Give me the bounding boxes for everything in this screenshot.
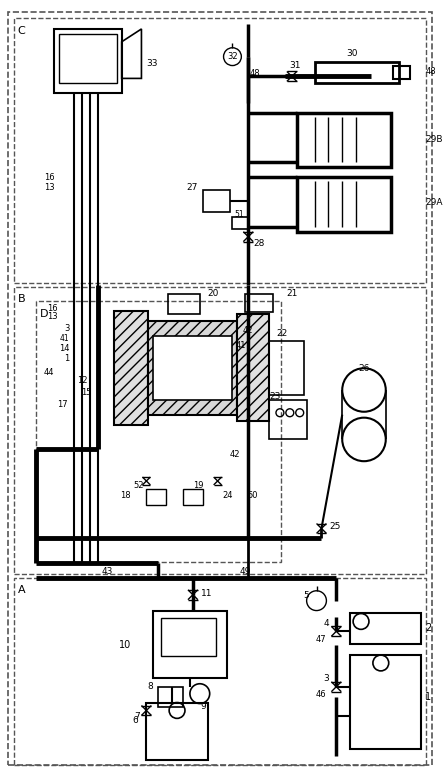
Text: 16: 16	[44, 172, 54, 182]
Text: 52: 52	[133, 482, 143, 490]
Text: 16: 16	[47, 305, 57, 313]
Text: 42: 42	[243, 326, 253, 335]
Bar	[36, 301, 281, 562]
Bar	[14, 18, 426, 283]
Text: 1: 1	[64, 354, 69, 363]
Bar	[114, 311, 148, 424]
Text: 1: 1	[425, 692, 432, 702]
Text: 7: 7	[135, 712, 141, 721]
Bar	[392, 65, 410, 79]
Text: 30: 30	[346, 49, 358, 58]
Text: 27: 27	[186, 183, 198, 192]
Text: 29B: 29B	[425, 135, 443, 145]
Text: 23: 23	[269, 392, 280, 402]
Text: 42: 42	[230, 450, 240, 458]
Text: 17: 17	[57, 400, 67, 409]
Text: 25: 25	[329, 522, 341, 531]
Text: 49: 49	[239, 567, 251, 577]
Text: 10: 10	[119, 640, 132, 650]
Text: 15: 15	[81, 388, 92, 398]
Text: 20: 20	[208, 288, 219, 298]
Bar	[161, 618, 216, 656]
Bar	[154, 336, 232, 400]
Bar	[59, 34, 117, 83]
Text: 11: 11	[201, 589, 212, 598]
Text: 12: 12	[77, 375, 88, 385]
Bar	[315, 61, 399, 83]
Text: 31: 31	[289, 61, 300, 70]
Text: 3: 3	[64, 324, 69, 333]
Text: 46: 46	[316, 690, 327, 699]
Text: 51: 51	[235, 211, 244, 219]
Text: 19: 19	[193, 482, 203, 490]
Bar	[158, 687, 183, 706]
Text: 48: 48	[249, 69, 260, 78]
Text: 6: 6	[133, 716, 138, 725]
Bar	[183, 489, 203, 505]
Bar	[350, 655, 421, 749]
Bar	[245, 294, 273, 312]
Text: 44: 44	[44, 368, 54, 377]
Text: 9: 9	[200, 702, 206, 711]
Text: 48: 48	[425, 67, 436, 76]
Text: 24: 24	[222, 491, 233, 500]
Text: 5: 5	[303, 591, 309, 600]
Bar	[54, 29, 121, 93]
Text: 33: 33	[146, 59, 158, 68]
Text: 8: 8	[148, 682, 154, 692]
Text: 18: 18	[120, 491, 130, 500]
Text: D: D	[40, 309, 48, 319]
Text: 4: 4	[324, 619, 329, 628]
Text: 41: 41	[60, 334, 69, 343]
Bar	[269, 400, 307, 440]
Bar	[203, 190, 231, 212]
Bar	[237, 314, 269, 420]
Text: 32: 32	[227, 52, 238, 61]
Text: 22: 22	[276, 329, 287, 338]
Text: 28: 28	[253, 239, 265, 248]
Text: 21: 21	[287, 288, 298, 298]
Text: 50: 50	[247, 491, 258, 500]
Text: 13: 13	[44, 183, 54, 192]
Text: 14: 14	[59, 344, 69, 353]
Text: 43: 43	[101, 567, 113, 577]
Text: C: C	[18, 26, 25, 36]
Bar	[297, 177, 391, 232]
Bar	[14, 287, 426, 574]
Bar	[14, 578, 426, 765]
Text: 26: 26	[358, 364, 370, 373]
Bar	[232, 217, 248, 228]
Bar	[297, 113, 391, 167]
Text: 29A: 29A	[425, 197, 443, 207]
Bar	[148, 321, 237, 415]
Bar	[269, 340, 303, 395]
Bar	[168, 294, 200, 314]
Text: B: B	[18, 294, 25, 304]
Text: 3: 3	[324, 674, 329, 683]
Text: A: A	[18, 585, 25, 595]
Text: 41: 41	[235, 341, 246, 350]
Text: 2: 2	[425, 623, 432, 633]
Bar	[154, 611, 227, 678]
Bar	[350, 612, 421, 644]
Bar	[146, 702, 208, 760]
Text: 47: 47	[316, 635, 327, 643]
Text: 13: 13	[47, 312, 57, 321]
Bar	[146, 489, 166, 505]
